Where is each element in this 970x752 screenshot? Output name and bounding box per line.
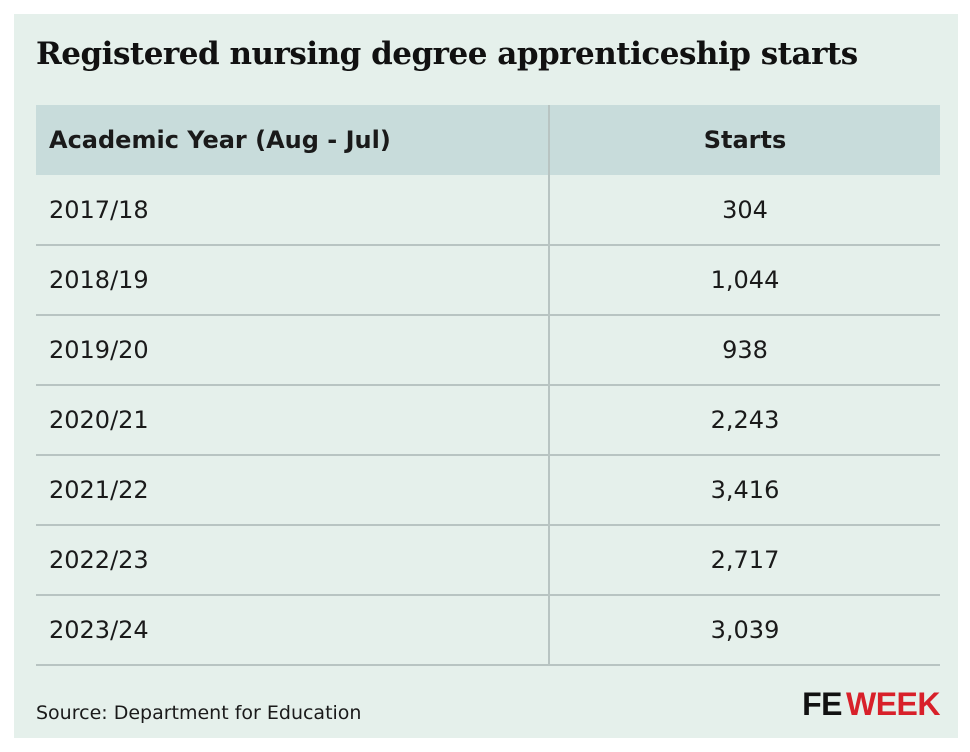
logo-fe: FE bbox=[802, 686, 842, 722]
table-row: 2018/19 1,044 bbox=[36, 245, 940, 316]
table-header-row: Academic Year (Aug - Jul) Starts bbox=[36, 105, 940, 175]
source-note: Source: Department for Education bbox=[36, 702, 362, 724]
chart-card: Registered nursing degree apprenticeship… bbox=[14, 14, 958, 738]
header-starts: Starts bbox=[549, 105, 940, 175]
header-academic-year: Academic Year (Aug - Jul) bbox=[36, 105, 550, 175]
chart-title: Registered nursing degree apprenticeship… bbox=[36, 36, 858, 72]
table-row: 2019/20 938 bbox=[36, 315, 940, 386]
cell-starts: 304 bbox=[549, 175, 940, 246]
cell-year: 2020/21 bbox=[36, 385, 550, 456]
cell-year: 2023/24 bbox=[36, 595, 550, 666]
cell-starts: 2,243 bbox=[549, 385, 940, 456]
cell-year: 2019/20 bbox=[36, 315, 550, 386]
table-row: 2020/21 2,243 bbox=[36, 385, 940, 456]
cell-year: 2018/19 bbox=[36, 245, 550, 316]
table-row: 2017/18 304 bbox=[36, 175, 940, 246]
table-row: 2022/23 2,717 bbox=[36, 525, 940, 596]
cell-starts: 2,717 bbox=[549, 525, 940, 596]
fe-week-logo: FE WEEK bbox=[802, 686, 940, 723]
cell-starts: 938 bbox=[549, 315, 940, 386]
cell-starts: 1,044 bbox=[549, 245, 940, 316]
table-row: 2023/24 3,039 bbox=[36, 595, 940, 666]
cell-starts: 3,416 bbox=[549, 455, 940, 526]
cell-year: 2017/18 bbox=[36, 175, 550, 246]
cell-year: 2021/22 bbox=[36, 455, 550, 526]
cell-year: 2022/23 bbox=[36, 525, 550, 596]
cell-starts: 3,039 bbox=[549, 595, 940, 666]
logo-week: WEEK bbox=[846, 686, 941, 722]
starts-table: Academic Year (Aug - Jul) Starts 2017/18… bbox=[36, 105, 940, 666]
table-row: 2021/22 3,416 bbox=[36, 455, 940, 526]
